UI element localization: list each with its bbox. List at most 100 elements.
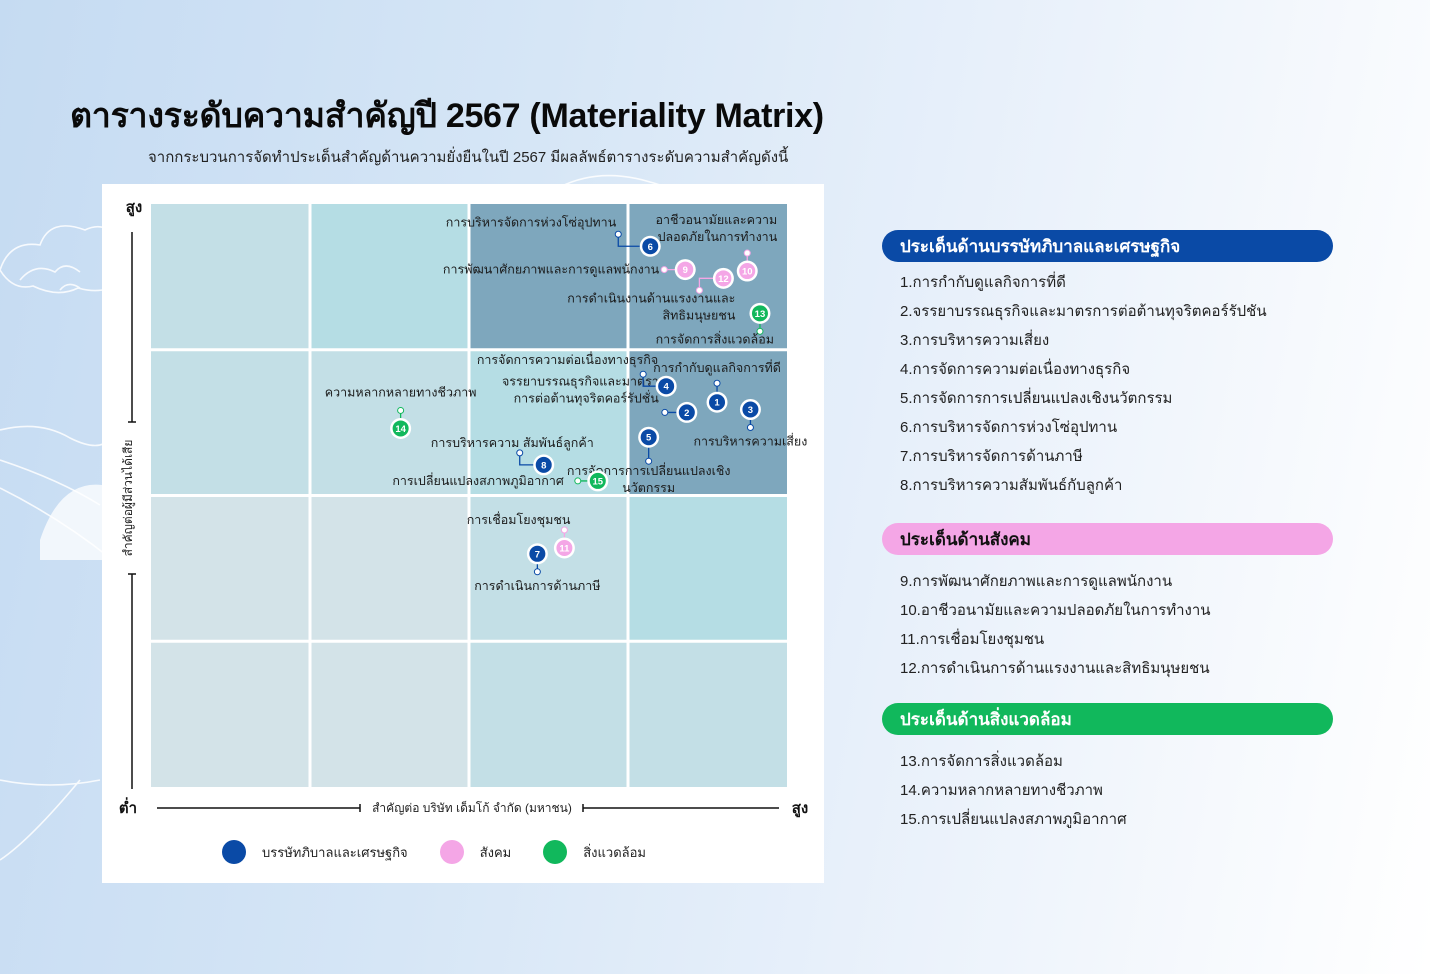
point-label-6: การบริหารจัดการห่วงโซ่อุปทาน (446, 214, 617, 230)
x-axis-low-label: ต่ำ (119, 797, 137, 817)
point-label-8: การบริหารความ สัมพันธ์ลูกค้า (431, 436, 594, 451)
marker-8 (535, 456, 552, 473)
leader-dot-12 (695, 286, 703, 294)
dome-decoration (40, 484, 102, 560)
leader-dot-7 (533, 568, 541, 576)
marker-6 (642, 238, 659, 255)
marker-number-5: 5 (646, 433, 652, 444)
legend-social-swatch-icon (439, 840, 464, 864)
point-label-5: นวัตกรรม (622, 481, 675, 495)
point-label-7: การดำเนินการด้านภาษี (474, 579, 600, 593)
matrix-cell-1-0 (151, 351, 309, 494)
list-item: 9.การพัฒนาศักยภาพและการดูแลพนักงาน (900, 573, 1173, 590)
list-item: 14.ความหลากหลายทางชีวภาพ (900, 782, 1103, 799)
legend-item-social: สังคม (439, 840, 512, 864)
marker-15 (589, 472, 606, 489)
matrix-cell-3-2 (470, 642, 627, 787)
point-label-15: การเปลี่ยนแปลงสภาพภูมิอากาศ (392, 472, 564, 489)
marker-number-2: 2 (684, 408, 689, 419)
marker-number-8: 8 (541, 460, 546, 471)
matrix-cell-3-1 (311, 642, 468, 787)
marker-number-13: 13 (755, 309, 766, 320)
list-item: 12.การดำเนินการด้านแรงงานและสิทธิมนุษยชน (900, 660, 1210, 677)
point-label-13: การจัดการสิ่งแวดล้อม (656, 330, 774, 346)
list-item: 11.การเชื่อมโยงชุมชน (900, 631, 1045, 648)
legend-social-label: สังคม (479, 844, 512, 860)
matrix-cell-1-1 (311, 351, 468, 494)
point-label-1: การกำกับดูแลกิจการที่ดี (653, 359, 781, 376)
list-item: 5.การจัดการการเปลี่ยนแปลงเชิงนวัตกรรม (900, 390, 1173, 407)
marker-1 (709, 394, 726, 411)
page-subtitle: จากกระบวนการจัดทำประเด็นสำคัญด้านความยั่… (148, 149, 789, 166)
marker-7 (529, 545, 546, 562)
leader-dot-1 (713, 379, 721, 387)
marker-number-14: 14 (395, 424, 406, 435)
leader-dot-3 (746, 424, 754, 432)
point-label-12: สิทธิมนุษยชน (663, 308, 736, 323)
legend-governance-swatch-icon (222, 840, 246, 864)
x-axis-high-label: สูง (792, 800, 808, 818)
matrix-cell-0-3 (629, 204, 787, 349)
legend-environment-label: สิ่งแวดล้อม (583, 844, 646, 860)
point-label-5: การจัดการการเปลี่ยนแปลงเชิง (567, 462, 731, 478)
point-label-2: จรรยาบรรณธุรกิจและมาตรา (502, 374, 659, 389)
point-label-2: การต่อต้านทุจริตคอร์รัปชั่น (514, 389, 660, 406)
list-item: 7.การบริหารจัดการด้านภาษี (900, 448, 1083, 465)
marker-9 (677, 261, 694, 278)
list-item: 15.การเปลี่ยนแปลงสภาพภูมิอากาศ (900, 811, 1127, 828)
governance-panel: ประเด็นด้านบรรษัทภิบาลและเศรษฐกิจ 1.การก… (882, 230, 1333, 500)
hill-decoration (0, 425, 111, 447)
legend-environment-swatch-icon (543, 840, 568, 864)
point-label-4: การจัดการความต่อเนื่องทางธุรกิจ (477, 351, 658, 368)
leader-dot-13 (756, 327, 764, 335)
point-label-9: การพัฒนาศักยภาพและการดูแลพนักงาน (443, 263, 660, 278)
list-item: 8.การบริหารความสัมพันธ์กับลูกค้า (900, 477, 1123, 494)
leader-dot-4 (639, 370, 647, 378)
point-label-14: ความหลากหลายทางชีวภาพ (325, 385, 477, 399)
governance-panel-header: ประเด็นด้านบรรษัทภิบาลและเศรษฐกิจ (882, 230, 1333, 262)
social-issue-list: 9.การพัฒนาศักยภาพและการดูแลพนักงาน 10.อา… (882, 567, 1333, 683)
marker-10 (739, 263, 756, 280)
list-item: 1.การกำกับดูแลกิจการที่ดี (900, 274, 1066, 291)
leader-line-6 (617, 234, 651, 247)
social-panel-header: ประเด็นด้านสังคม (882, 523, 1333, 555)
leader-dot-8 (516, 449, 524, 457)
list-item: 4.การจัดการความต่อเนื่องทางธุรกิจ (900, 361, 1131, 378)
point-label-11: การเชื่อมโยงชุมชน (467, 511, 571, 528)
leader-dot-9 (660, 266, 668, 274)
list-item: 3.การบริหารความเสี่ยง (900, 332, 1050, 349)
matrix-cell-0-0 (151, 204, 309, 349)
marker-number-6: 6 (648, 242, 653, 253)
chart-legend: บรรษัทภิบาลและเศรษฐกิจ สังคม สิ่งแวดล้อม (222, 840, 678, 864)
marker-number-7: 7 (535, 549, 540, 560)
matrix-cell-0-1 (311, 204, 468, 349)
matrix-cell-1-3 (629, 351, 787, 494)
matrix-cell-2-0 (151, 497, 309, 640)
marker-number-9: 9 (683, 265, 688, 276)
legend-item-environment: สิ่งแวดล้อม (543, 840, 646, 864)
matrix-cell-3-3 (629, 642, 787, 787)
leader-dot-14 (397, 406, 405, 414)
marker-number-4: 4 (664, 382, 670, 393)
point-label-3: การบริหารความเสี่ยง (693, 433, 807, 449)
governance-issue-list: 1.การกำกับดูแลกิจการที่ดี 2.จรรยาบรรณธุร… (882, 268, 1333, 500)
marker-number-12: 12 (718, 274, 729, 285)
marker-2 (678, 404, 695, 421)
page-title: ตารางระดับความสำคัญปี 2567 (Materiality … (70, 97, 824, 135)
legend-governance-label: บรรษัทภิบาลและเศรษฐกิจ (262, 844, 408, 860)
leader-dot-11 (560, 526, 568, 534)
matrix-card: สูง สำคัญต่อผู้มีส่วนได้เสีย ต่ำ สูง สำคัญต่… (102, 184, 824, 883)
leader-dot-15 (574, 477, 582, 485)
marker-4 (658, 378, 675, 395)
y-axis-title: สำคัญต่อผู้มีส่วนได้เสีย (121, 440, 136, 557)
environment-panel-header: ประเด็นด้านสิ่งแวดล้อม (882, 703, 1333, 735)
environment-panel: ประเด็นด้านสิ่งแวดล้อม 13.การจัดการสิ่งแ… (882, 703, 1333, 834)
marker-number-10: 10 (742, 267, 753, 278)
legend-item-governance: บรรษัทภิบาลและเศรษฐกิจ (222, 840, 408, 864)
marker-number-15: 15 (593, 476, 604, 487)
matrix-cell-2-2 (470, 497, 627, 640)
marker-number-3: 3 (748, 405, 753, 416)
matrix-cell-0-2 (470, 204, 627, 349)
marker-number-1: 1 (714, 398, 720, 409)
point-label-12: การดำเนินงานด้านแรงงานและ (567, 291, 735, 305)
